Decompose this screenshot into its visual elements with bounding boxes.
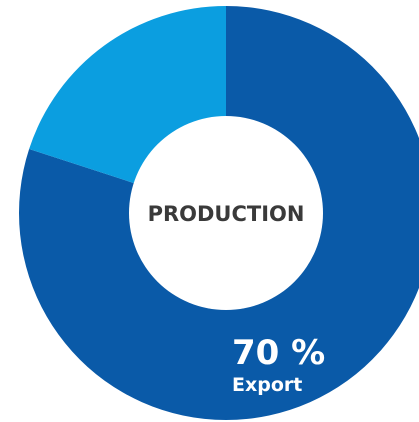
center-label: PRODUCTION [148, 202, 305, 226]
donut-center-hole [129, 116, 323, 310]
data-label-category: Export [232, 374, 302, 396]
data-label-percent: 70 % [232, 333, 325, 373]
